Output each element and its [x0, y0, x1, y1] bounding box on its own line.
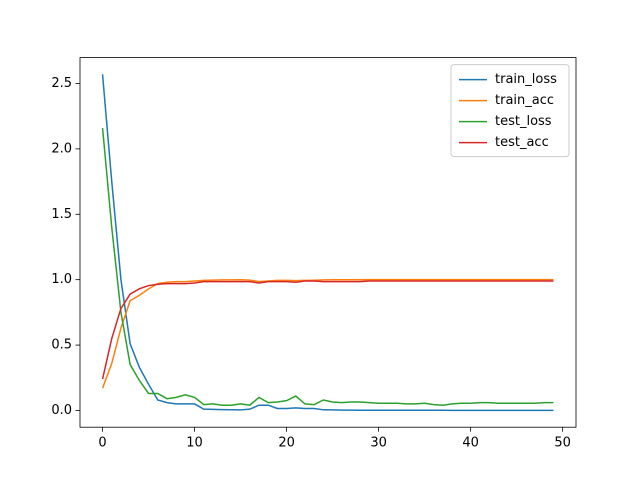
line-series: [101, 127, 554, 407]
y-tick-label: 1.0: [51, 272, 72, 287]
y-tick-label: 2.5: [51, 76, 72, 91]
y-tick-label: 0.0: [51, 403, 72, 418]
x-tick-label: 50: [554, 436, 571, 451]
x-tick-label: 40: [462, 436, 479, 451]
y-tick-label: 1.5: [51, 207, 72, 222]
legend-label: test_loss: [495, 114, 552, 129]
line-series: [101, 278, 554, 389]
legend-label: train_loss: [495, 72, 557, 87]
axes-frame: [79, 57, 577, 428]
y-tick-label: 0.5: [51, 338, 72, 353]
legend-label: test_acc: [495, 135, 549, 150]
x-tick-label: 20: [278, 436, 295, 451]
legend-box: [450, 64, 570, 158]
line-series: [101, 74, 554, 412]
x-tick-label: 0: [98, 436, 106, 451]
legend-label: train_acc: [495, 93, 554, 108]
y-tick-label: 2.0: [51, 141, 72, 156]
x-tick-label: 10: [186, 436, 203, 451]
x-tick-label: 30: [370, 436, 387, 451]
line-series: [101, 280, 554, 380]
